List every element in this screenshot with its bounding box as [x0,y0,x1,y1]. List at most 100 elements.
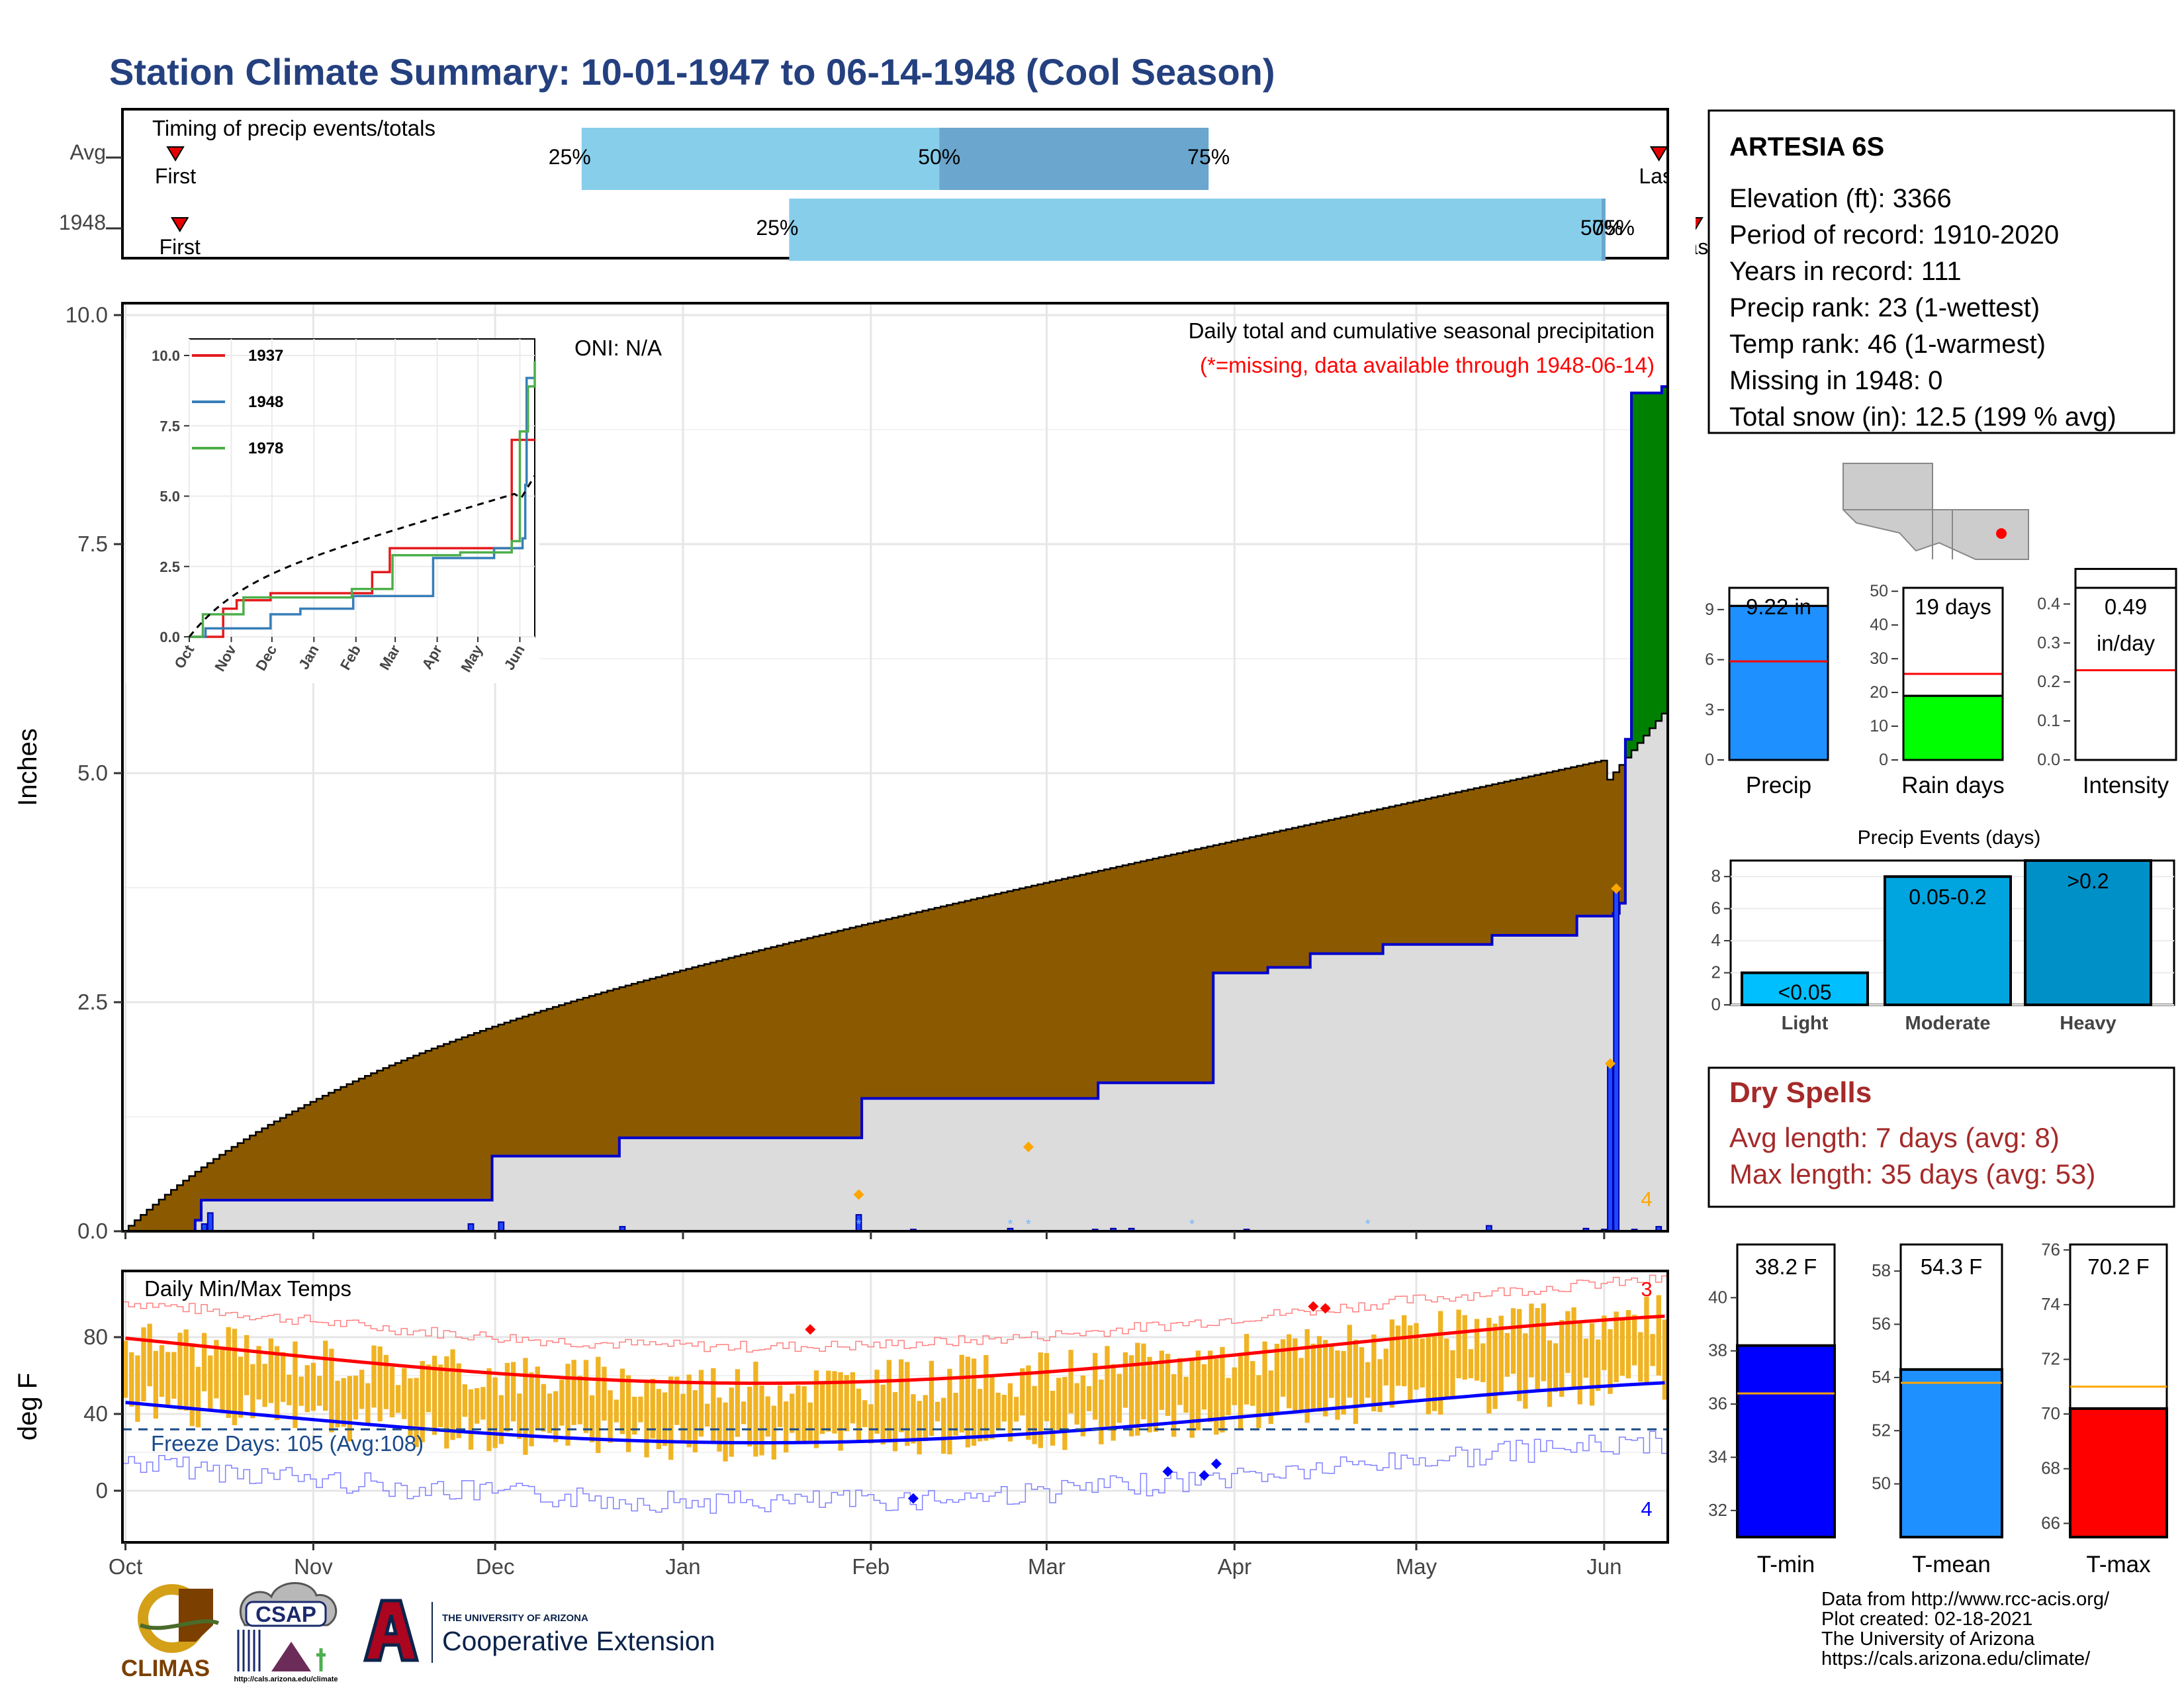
below-normal-area [1152,858,1160,1083]
daily-temp-bar [287,1374,292,1405]
below-normal-area [613,988,620,1156]
below-normal-area [1588,763,1596,916]
below-normal-area [1559,769,1565,935]
daily-temp-bar [1293,1338,1298,1413]
below-normal-area [801,939,808,1138]
daily-temp-bar [541,1383,547,1432]
below-normal-area [1104,869,1111,1083]
dry-spells-max: Max length: 35 days (avg: 53) [1729,1158,2095,1190]
daily-temp-bar [886,1360,892,1442]
below-normal-area [298,1107,305,1200]
precip-events-tick-label: 0 [1711,994,1721,1014]
below-normal-area [1244,838,1250,973]
summary-tick-label-Intensity: 0.3 [2037,633,2060,652]
below-normal-area [165,1194,171,1231]
temp-summary-label-T-max: T-max [2086,1552,2151,1577]
daily-temp-bar [1232,1367,1237,1405]
daily-temp-bar [1631,1315,1637,1366]
below-normal-area [874,921,881,1099]
station-info-box: ARTESIA 6S Elevation (ft): 3366 Period o… [1707,109,2175,434]
temp-summary-label-T-min: T-min [1757,1552,1815,1577]
precip-events-tick-label: 8 [1711,866,1721,886]
below-normal-area [1510,780,1517,935]
daily-temp-bar [1619,1318,1625,1376]
daily-temp-bar [1111,1364,1116,1441]
below-normal-area [334,1090,341,1200]
below-normal-area [1062,878,1069,1099]
summary-tick-label-Intensity: 0.2 [2037,673,2060,691]
daily-temp-bar [571,1360,576,1425]
below-normal-area [1401,804,1408,945]
below-normal-area [1316,822,1323,954]
below-normal-area [570,1001,578,1156]
summary-tick-label-Intensity: 0.1 [2037,712,2060,730]
below-normal-area [492,1026,499,1156]
daily-temp-bar [1353,1339,1359,1424]
daily-temp-bar [323,1340,328,1411]
below-normal-area [352,1081,359,1200]
below-normal-area [1261,834,1269,973]
daily-temp-bar [1347,1325,1352,1398]
normal-min-line [125,1381,1665,1445]
below-normal-area [849,927,856,1138]
daily-temp-bar [625,1375,631,1452]
record-low-marker [1210,1458,1222,1470]
summary-label-Intensity: Intensity [2083,773,2169,798]
daily-temp-bar [1093,1352,1098,1420]
below-normal-area [716,961,723,1138]
daily-temp-bar [1650,1334,1655,1366]
daily-temp-bar [1608,1329,1613,1394]
below-normal-area [1056,880,1062,1099]
daily-temp-bar [1250,1361,1255,1406]
timing-1948-pct-75%: 75% [1592,216,1635,240]
daily-temp-bar [135,1355,140,1422]
below-normal-area [1255,835,1263,973]
below-normal-area [1007,891,1014,1099]
daily-temp-bar [838,1372,843,1451]
daily-temp-bar [274,1346,280,1421]
daily-temp-bar [662,1392,668,1446]
temp-panel: Daily Min/Max Temps deg F Freeze Days: 1… [13,1270,1669,1579]
below-normal-area [292,1111,299,1200]
daily-temp-bar [1359,1347,1365,1405]
daily-temp-bar [892,1391,898,1452]
daily-temp-bar [462,1384,468,1417]
csap-url: http://cals.arizona.edu/climate [234,1675,338,1683]
record-low-marker [907,1493,919,1504]
daily-temp-bar [674,1376,680,1425]
below-normal-area [510,1020,517,1156]
below-normal-area [504,1022,511,1156]
below-normal-area [255,1131,263,1200]
daily-temp-bar [596,1356,601,1453]
below-normal-area [1177,853,1184,1083]
daily-temp-bar [747,1386,752,1447]
station-temp-rank: Temp rank: 46 (1-warmest) [1729,330,2046,359]
below-normal-area [286,1114,293,1200]
below-normal-area [1134,863,1141,1083]
below-normal-area [425,1051,432,1200]
daily-temp-bar [1432,1336,1437,1411]
below-normal-area [813,936,820,1138]
below-normal-area [1553,771,1559,935]
daily-temp-bar [432,1356,437,1435]
below-normal-area [207,1163,214,1200]
timing-1948-first-label: First [159,235,201,259]
below-normal-area [928,909,935,1099]
below-normal-area [1371,810,1378,954]
below-normal-area [540,1010,547,1156]
below-normal-area [758,950,766,1138]
below-normal-area [1419,800,1426,945]
daily-temp-bar [329,1348,334,1432]
below-normal-area [261,1128,269,1200]
below-normal-area [922,910,929,1099]
daily-temp-bar [1596,1339,1601,1391]
daily-temp-bar [1614,1311,1619,1383]
temp-summary-tick-label-T-max: 76 [2041,1239,2060,1259]
below-normal-area [1237,839,1244,973]
daily-temp-bar [632,1396,637,1435]
below-normal-area [977,898,983,1099]
daily-temp-bar [868,1404,874,1444]
inset-y-tick-label: 5.0 [159,489,180,505]
below-normal-area [377,1070,384,1200]
daily-temp-bar [159,1345,165,1397]
